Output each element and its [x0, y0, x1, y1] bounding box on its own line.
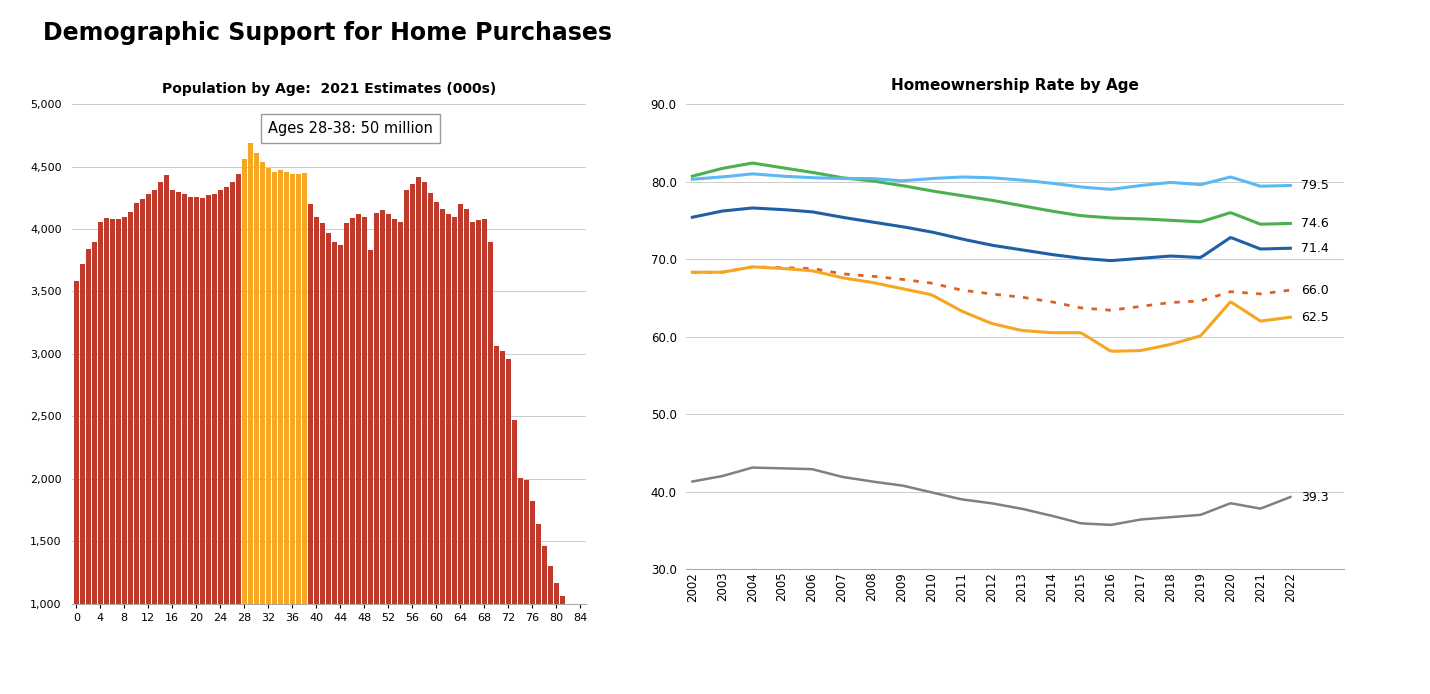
Bar	[373, 213, 379, 694]
Bar	[272, 171, 277, 694]
Bar	[193, 196, 199, 694]
Bar	[92, 242, 97, 694]
Bar	[332, 242, 337, 694]
Bar	[463, 209, 469, 694]
Bar	[499, 351, 505, 694]
Bar	[392, 219, 398, 694]
Bar	[518, 477, 523, 694]
Bar	[206, 195, 210, 694]
Bar	[350, 218, 355, 694]
Bar	[469, 221, 475, 694]
Bar	[307, 204, 313, 694]
Bar	[458, 204, 463, 694]
Bar	[127, 212, 133, 694]
Bar	[80, 264, 84, 694]
Bar	[212, 194, 217, 694]
Bar	[170, 190, 174, 694]
Text: 39.3: 39.3	[1301, 491, 1328, 504]
Bar	[433, 201, 439, 694]
Bar	[230, 182, 235, 694]
Bar	[362, 217, 368, 694]
Bar	[493, 346, 499, 694]
Bar	[529, 501, 535, 694]
Title: Homeownership Rate by Age: Homeownership Rate by Age	[891, 78, 1140, 93]
Bar	[548, 566, 553, 694]
Bar	[134, 203, 139, 694]
Bar	[542, 546, 546, 694]
Bar	[403, 190, 409, 694]
Bar	[157, 182, 163, 694]
Bar	[566, 609, 571, 694]
Bar	[553, 582, 559, 694]
Bar	[283, 171, 289, 694]
Bar	[116, 219, 122, 694]
Bar	[416, 176, 420, 694]
Bar	[523, 480, 529, 694]
Bar	[223, 187, 229, 694]
Bar	[559, 596, 565, 694]
Bar	[482, 219, 486, 694]
Bar	[356, 214, 360, 694]
Bar	[476, 220, 480, 694]
Text: Ages 28-38: 50 million: Ages 28-38: 50 million	[269, 121, 433, 136]
Text: 62.5: 62.5	[1301, 311, 1328, 323]
Bar	[296, 174, 300, 694]
Bar	[320, 223, 325, 694]
Bar	[242, 159, 247, 694]
Bar	[164, 176, 169, 694]
Bar	[440, 209, 445, 694]
Bar	[176, 192, 180, 694]
Bar	[140, 199, 144, 694]
Bar	[146, 194, 150, 694]
Bar	[290, 174, 295, 694]
Bar	[313, 217, 319, 694]
Bar	[110, 219, 114, 694]
Bar	[512, 420, 516, 694]
Bar	[337, 245, 343, 694]
Bar	[380, 210, 385, 694]
Bar	[422, 182, 426, 694]
Bar	[302, 173, 307, 694]
Text: 74.6: 74.6	[1301, 217, 1328, 230]
Bar	[578, 648, 583, 694]
Text: Demographic Support for Home Purchases: Demographic Support for Home Purchases	[43, 21, 612, 45]
Bar	[446, 214, 450, 694]
Bar	[86, 249, 92, 694]
Text: 71.4: 71.4	[1301, 242, 1328, 255]
Bar	[104, 218, 109, 694]
Bar	[253, 153, 259, 694]
Bar	[368, 251, 373, 694]
Bar	[277, 170, 283, 694]
Bar	[217, 190, 223, 694]
Text: 66.0: 66.0	[1301, 284, 1328, 296]
Bar	[187, 196, 193, 694]
Bar	[74, 282, 79, 694]
Bar	[326, 232, 330, 694]
Bar	[182, 194, 187, 694]
Bar	[452, 217, 456, 694]
Bar	[97, 221, 103, 694]
Bar	[572, 629, 576, 694]
Bar	[506, 359, 511, 694]
Bar	[236, 174, 240, 694]
Bar	[410, 184, 415, 694]
Title: Population by Age:  2021 Estimates (000s): Population by Age: 2021 Estimates (000s)	[162, 82, 496, 96]
Bar	[122, 217, 127, 694]
Bar	[200, 198, 204, 694]
Bar	[536, 524, 541, 694]
Text: 79.5: 79.5	[1301, 179, 1328, 192]
Bar	[343, 223, 349, 694]
Bar	[488, 242, 493, 694]
Bar	[260, 162, 265, 694]
Bar	[398, 221, 403, 694]
Bar	[247, 143, 253, 694]
Bar	[152, 190, 157, 694]
Bar	[428, 193, 433, 694]
Bar	[386, 214, 390, 694]
Bar	[266, 168, 270, 694]
